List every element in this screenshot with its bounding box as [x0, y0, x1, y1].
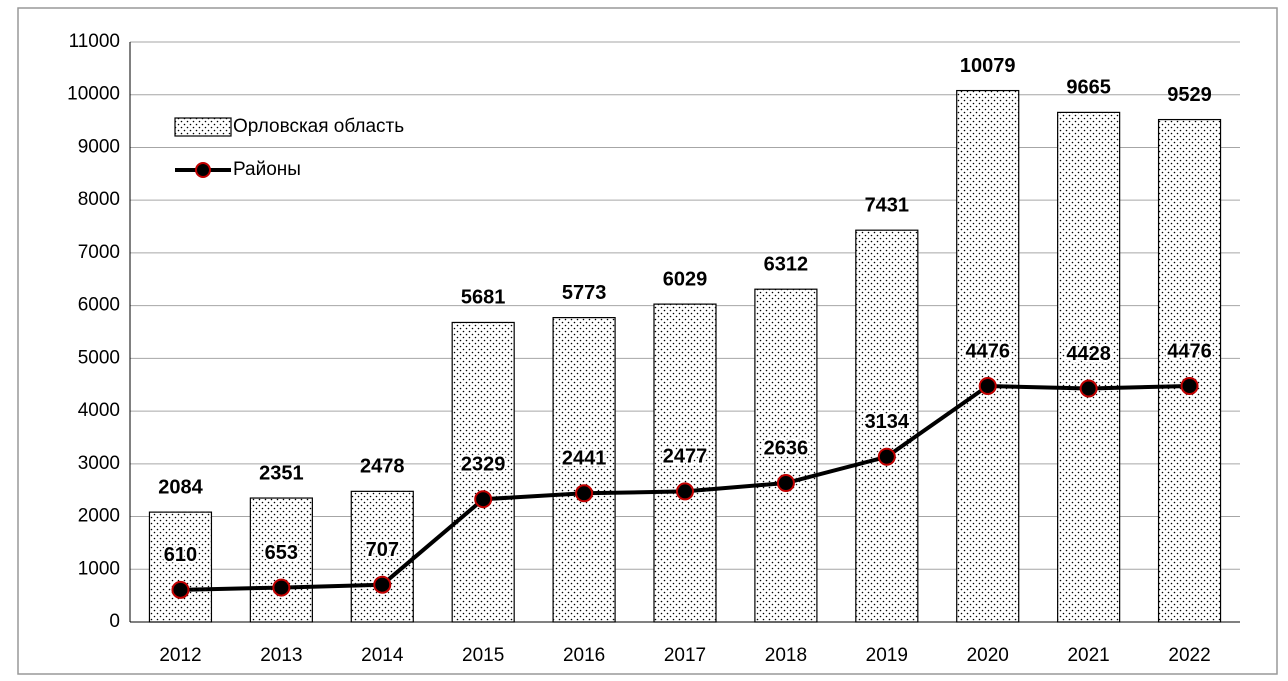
- bar-value-label: 2351: [259, 462, 304, 484]
- line-marker: [373, 575, 392, 594]
- y-tick-label: 10000: [67, 84, 120, 105]
- line-marker: [978, 376, 997, 395]
- bar-value-label: 5773: [562, 282, 607, 304]
- x-tick-label: 2022: [1168, 645, 1210, 666]
- line-marker: [1079, 379, 1098, 398]
- line-marker: [575, 484, 594, 503]
- line-value-label: 707: [366, 539, 399, 561]
- y-tick-label: 2000: [78, 506, 120, 527]
- x-tick-label: 2014: [361, 645, 404, 666]
- legend-swatch: [174, 117, 232, 137]
- x-tick-label: 2021: [1067, 645, 1109, 666]
- y-tick-label: 6000: [78, 295, 120, 316]
- y-tick-label: 1000: [78, 558, 120, 579]
- bar-value-label: 6029: [663, 268, 708, 290]
- frame: [17, 7, 1278, 675]
- bar: [1057, 111, 1121, 623]
- y-tick-label: 3000: [78, 453, 120, 474]
- x-tick-label: 2015: [462, 645, 504, 666]
- bar-value-label: 2084: [158, 476, 203, 498]
- line-value-label: 4476: [965, 340, 1010, 362]
- legend-label: Районы: [233, 159, 301, 180]
- x-tick-label: 2019: [866, 645, 908, 666]
- bar: [1157, 118, 1222, 623]
- x-tick-label: 2020: [967, 645, 1009, 666]
- bar: [451, 321, 515, 623]
- legend-label: Орловская область: [233, 116, 404, 137]
- bar: [754, 288, 818, 623]
- legend-swatch: [195, 162, 211, 178]
- line-marker: [877, 447, 896, 466]
- bar: [855, 229, 919, 623]
- line-marker: [676, 482, 694, 501]
- y-tick-label: 0: [109, 611, 120, 632]
- line-marker: [272, 578, 291, 597]
- y-tick-label: 7000: [78, 242, 120, 263]
- bar: [956, 89, 1020, 623]
- line-value-label: 2329: [461, 453, 506, 475]
- line-value-label: 4428: [1066, 343, 1111, 365]
- line-value-label: 2477: [663, 446, 708, 468]
- bar: [653, 303, 717, 623]
- line-marker: [474, 490, 493, 509]
- bar-value-label: 9665: [1066, 77, 1111, 99]
- y-tick-label: 8000: [78, 189, 120, 210]
- line-value-label: 2636: [764, 437, 809, 459]
- x-tick-label: 2016: [563, 645, 605, 666]
- line-value-label: 653: [265, 542, 298, 564]
- x-tick-label: 2012: [159, 645, 201, 666]
- line-marker: [171, 580, 190, 599]
- line-value-label: 3134: [865, 411, 910, 433]
- bar-value-label: 6312: [764, 253, 809, 275]
- bar-value-label: 10079: [960, 55, 1016, 77]
- y-tick-label: 11000: [69, 31, 120, 52]
- line-marker: [1180, 376, 1199, 395]
- y-tick-label: 4000: [78, 400, 120, 421]
- line-value-label: 4476: [1167, 340, 1212, 362]
- x-tick-label: 2013: [260, 645, 302, 666]
- bar: [148, 511, 213, 623]
- x-tick-label: 2017: [664, 645, 706, 666]
- line-value-label: 610: [164, 544, 197, 566]
- y-tick-label: 5000: [78, 347, 120, 368]
- bar-value-label: 2478: [360, 456, 405, 478]
- y-tick-label: 9000: [78, 136, 120, 157]
- x-tick-label: 2018: [765, 645, 807, 666]
- bar-value-label: 5681: [461, 287, 506, 309]
- bar-value-label: 9529: [1167, 84, 1212, 106]
- bar: [552, 317, 616, 623]
- line-marker: [776, 474, 795, 493]
- bar: [249, 497, 313, 623]
- line-value-label: 2441: [562, 448, 607, 470]
- bar-value-label: 7431: [865, 194, 910, 216]
